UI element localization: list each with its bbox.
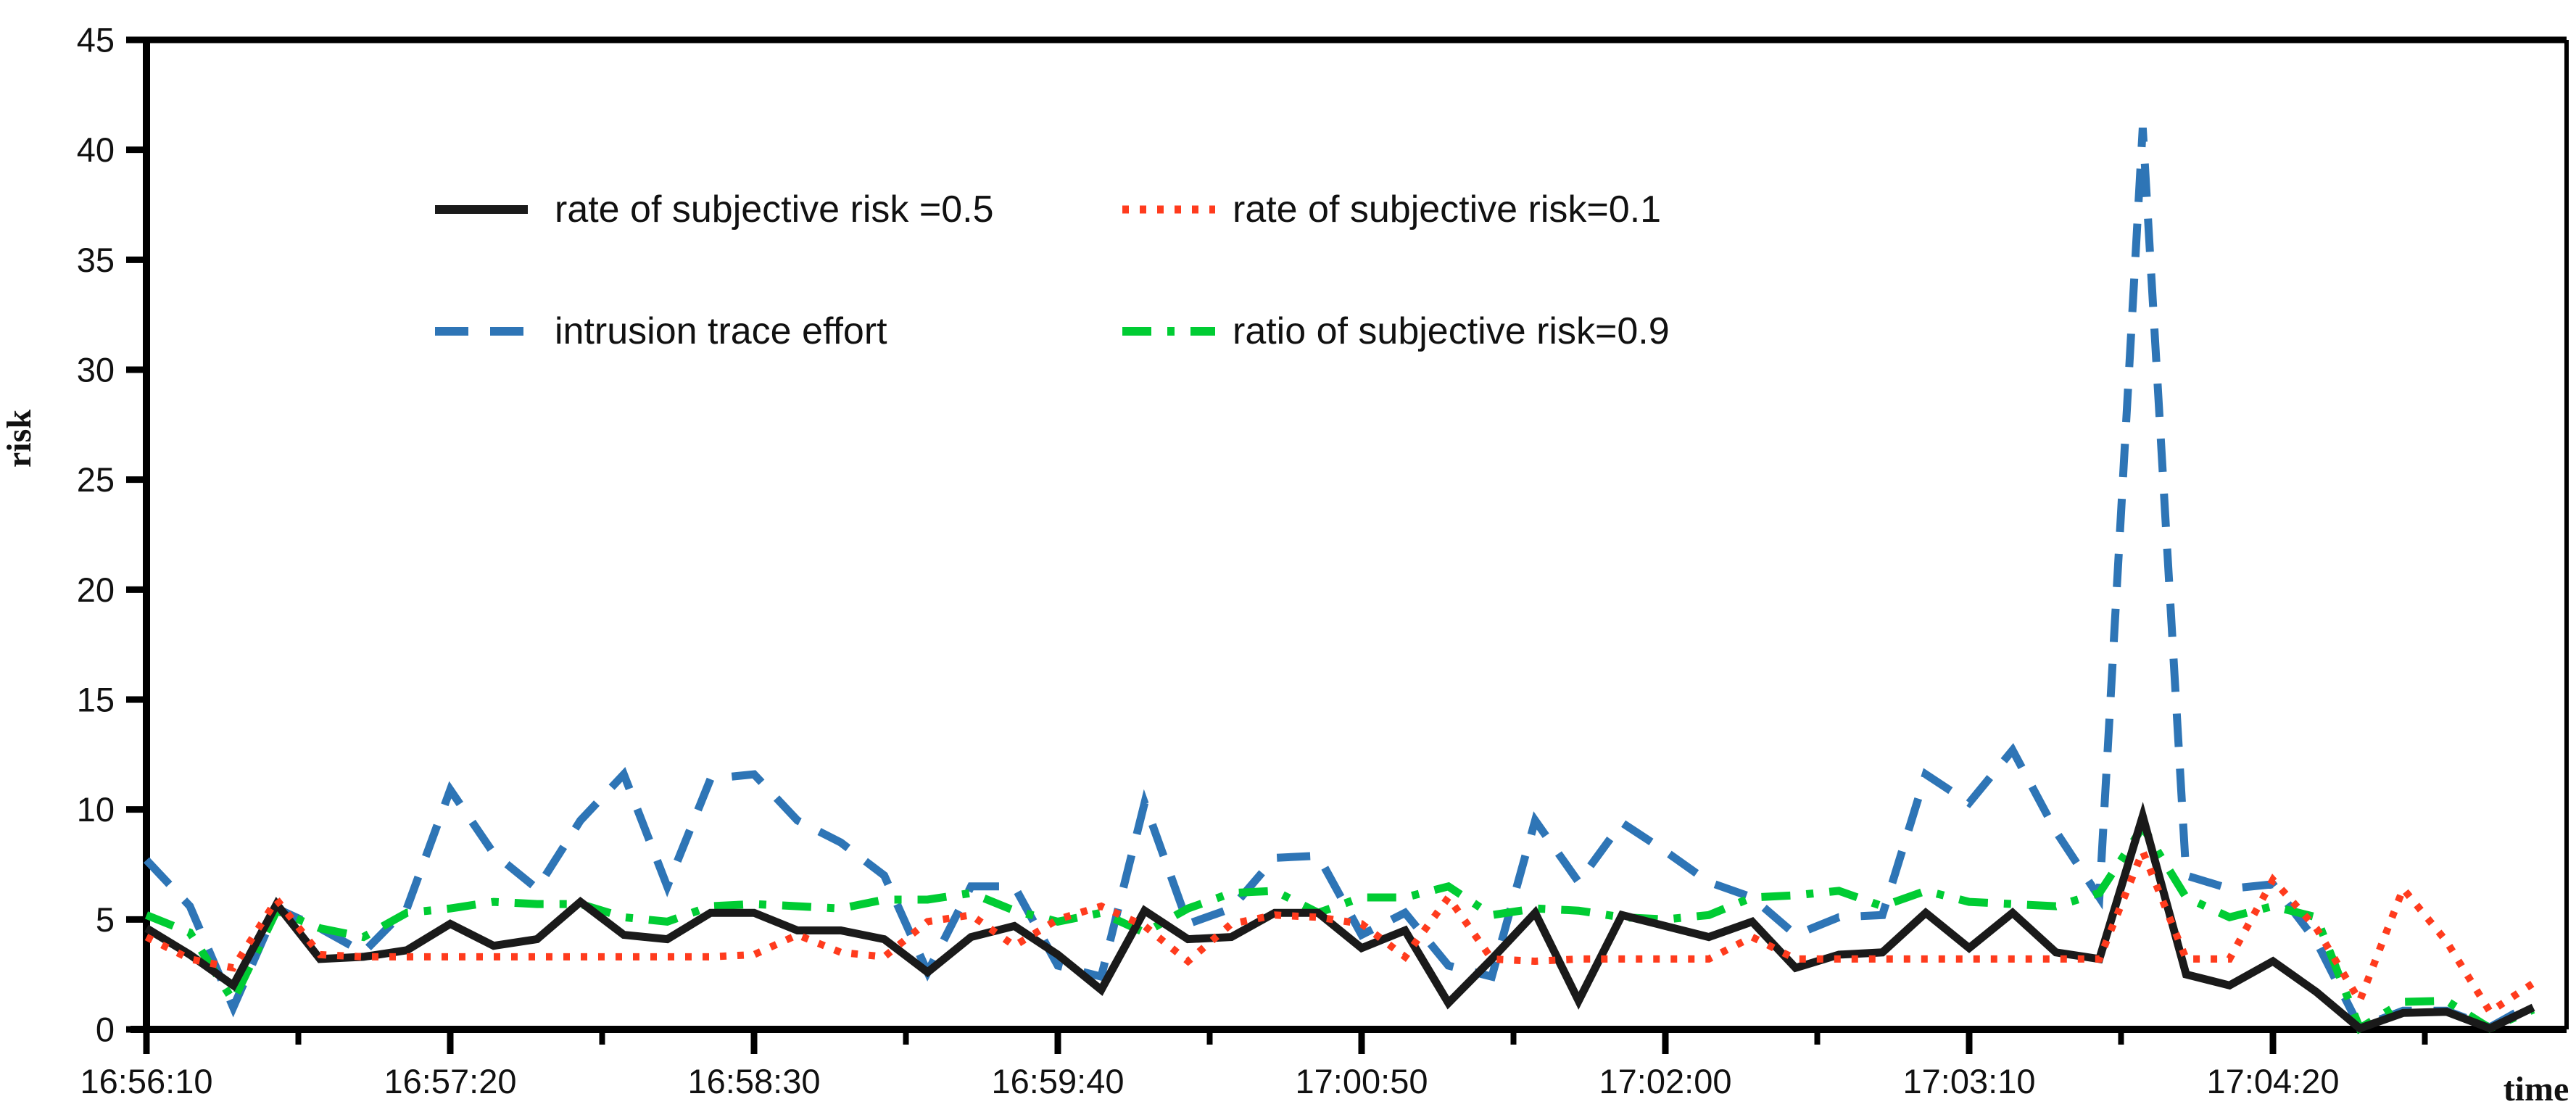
x-axis-tick-label: 17:03:10: [1903, 1062, 2036, 1100]
y-axis-title: risk: [0, 410, 38, 468]
series-line-2: [143, 127, 2535, 1032]
y-axis-tick-label: 40: [77, 130, 115, 169]
axis-ticks: 0 5 10 15 20 25 30 35 40 45 16:56:10 16:57:20 16:58:…: [77, 21, 2428, 1100]
x-axis-tick-label: 16:58:30: [688, 1062, 821, 1100]
legend-label: rate of subjective risk =0.5: [555, 188, 994, 231]
y-axis-tick-label: 35: [77, 241, 115, 279]
legend-label: intrusion trace effort: [555, 310, 887, 352]
y-axis-tick-label: 30: [77, 351, 115, 389]
y-axis-tick-label: 25: [77, 460, 115, 499]
chart-legend: rate of subjective risk =0.5 rate of subj…: [435, 188, 1670, 352]
x-axis-tick-label: 16:59:40: [992, 1062, 1125, 1100]
x-axis-tick-label: 17:02:00: [1599, 1062, 1732, 1100]
legend-label: rate of subjective risk=0.1: [1233, 188, 1661, 231]
y-axis-tick-label: 10: [77, 790, 115, 829]
x-axis-title: time: [2503, 1070, 2569, 1108]
legend-item: rate of subjective risk=0.1: [1122, 188, 1661, 231]
series-line-0: [144, 801, 2535, 1033]
x-axis-tick-label: 17:00:50: [1296, 1062, 1428, 1100]
legend-label: ratio of subjective risk=0.9: [1233, 310, 1670, 352]
series-lines: [143, 127, 2535, 1034]
legend-item: rate of subjective risk =0.5: [435, 188, 994, 231]
y-axis-tick-label: 5: [96, 900, 115, 939]
legend-item: ratio of subjective risk=0.9: [1122, 310, 1670, 352]
y-axis-tick-label: 0: [96, 1011, 115, 1049]
x-axis-tick-label: 16:56:10: [80, 1062, 213, 1100]
y-axis-tick-label: 45: [77, 21, 115, 59]
y-axis-tick-label: 15: [77, 681, 115, 719]
legend-item: intrusion trace effort: [435, 310, 887, 352]
x-axis-tick-label: 17:04:20: [2207, 1062, 2340, 1100]
x-axis-tick-label: 16:57:20: [384, 1062, 517, 1100]
y-axis-tick-label: 20: [77, 571, 115, 609]
